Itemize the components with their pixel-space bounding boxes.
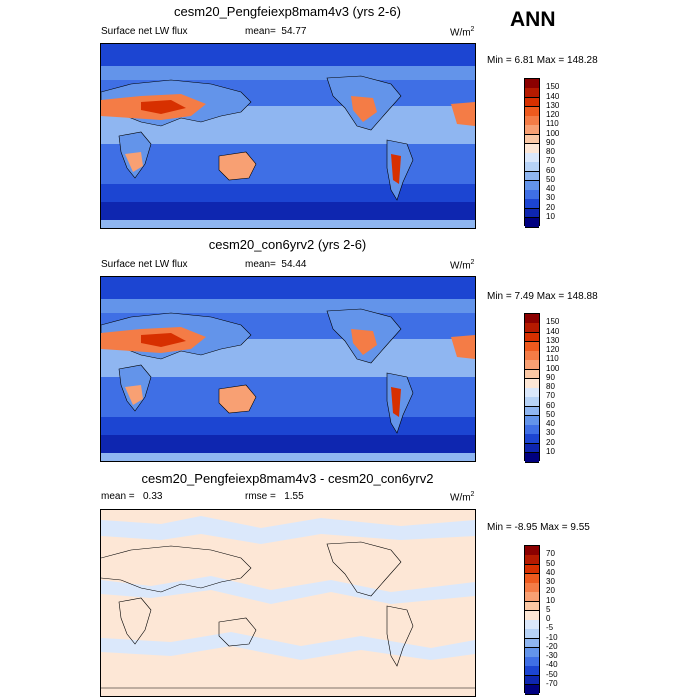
colorbar-level-label: 150 <box>546 317 560 327</box>
panel-3-min-max: Min = -8.95 Max = 9.55 <box>487 522 590 533</box>
colorbar-level-label: 70 <box>546 156 555 166</box>
panel-3-rmse: rmse = 1.55 <box>245 491 304 502</box>
panel-1-units: W/m2 <box>450 26 474 38</box>
panel-3-colorbar: 70 50 40 30 20 10 5 0 -5 -10 -20 -30 -40 -50 -70 <box>524 545 584 695</box>
panel-2-mean: mean= 54.44 <box>245 259 306 270</box>
colorbar-level-label: 0 <box>546 614 551 623</box>
colorbar-level-label: 90 <box>546 137 555 147</box>
panel-1-map <box>100 43 476 229</box>
panel-2-mean-label: mean= <box>245 259 276 270</box>
panel-2-field-label: Surface net LW flux <box>101 259 188 270</box>
panel-2-mean-value: 54.44 <box>281 259 307 270</box>
colorbar-level-label: 40 <box>546 184 555 193</box>
colorbar-level-label: 20 <box>546 202 555 212</box>
panel-2-units-base: W/m <box>450 260 471 272</box>
colorbar-level-label: 130 <box>546 100 560 110</box>
colorbar-segment <box>525 217 539 228</box>
panel-1-title: cesm20_Pengfeiexp8mam4v3 (yrs 2-6) <box>174 4 401 19</box>
colorbar-level-label: -50 <box>546 669 558 679</box>
colorbar-level-label: 70 <box>546 391 555 401</box>
colorbar-level-label: 20 <box>546 437 555 447</box>
panel-1-units-base: W/m <box>450 27 471 39</box>
colorbar-level-label: 30 <box>546 428 555 438</box>
colorbar-level-label: 120 <box>546 110 560 119</box>
colorbar-level-label: 40 <box>546 567 555 577</box>
colorbar-segment <box>525 452 539 463</box>
panel-3-map <box>100 509 476 697</box>
colorbar-level-label: 50 <box>546 174 555 184</box>
panel-3-mean-label: mean = <box>101 491 135 502</box>
colorbar-level-label: 10 <box>546 595 555 605</box>
colorbar-level-label: -30 <box>546 651 558 660</box>
colorbar-level-label: 150 <box>546 82 560 92</box>
panel-2-colorbar-ramp <box>524 313 540 463</box>
panel-2-units: W/m2 <box>450 259 474 271</box>
colorbar-level-label: 10 <box>546 211 555 221</box>
panel-3-title: cesm20_Pengfeiexp8mam4v3 - cesm20_con6yr… <box>141 471 434 486</box>
panel-1-units-exp: 2 <box>470 26 475 33</box>
colorbar-level-label: 30 <box>546 193 555 203</box>
panel-3-units-exp: 2 <box>470 491 475 498</box>
colorbar-level-label: 110 <box>546 119 559 129</box>
colorbar-level-label: 30 <box>546 577 555 586</box>
panel-3-mean: mean = 0.33 <box>101 491 162 502</box>
season-label: ANN <box>510 8 556 31</box>
colorbar-level-label: 80 <box>546 147 555 156</box>
panel-3-colorbar-ramp <box>524 545 540 695</box>
colorbar-level-label: 140 <box>546 326 560 336</box>
panel-1-field-label: Surface net LW flux <box>101 26 188 37</box>
panel-2-map <box>100 276 476 462</box>
panel-3-rmse-label: rmse = <box>245 491 276 502</box>
colorbar-level-label: 140 <box>546 91 560 101</box>
panel-2-units-exp: 2 <box>470 259 475 266</box>
colorbar-level-label: 100 <box>546 363 560 373</box>
panel-3-mean-value: 0.33 <box>142 491 163 502</box>
colorbar-level-label: -20 <box>546 641 558 651</box>
colorbar-level-label: 60 <box>546 400 555 410</box>
colorbar-level-label: -10 <box>546 632 558 642</box>
colorbar-level-label: -70 <box>546 678 558 688</box>
colorbar-level-label: 90 <box>546 372 555 382</box>
colorbar-level-label: 80 <box>546 382 555 391</box>
colorbar-level-label: 10 <box>546 446 555 456</box>
panel-1-mean-value: 54.77 <box>281 26 307 37</box>
panel-3-rmse-value: 1.55 <box>284 491 304 502</box>
colorbar-level-label: 110 <box>546 354 559 364</box>
panel-2-title: cesm20_con6yrv2 (yrs 2-6) <box>208 237 367 252</box>
panel-1-mean-label: mean= <box>245 26 276 37</box>
colorbar-level-label: 60 <box>546 165 555 175</box>
colorbar-level-label: 5 <box>546 604 551 614</box>
panel-1-colorbar: 150 140 130 120 110 100 90 80 70 60 50 40 30 20 10 <box>524 78 584 228</box>
colorbar-level-label: 50 <box>546 558 555 568</box>
colorbar-level-label: 40 <box>546 419 555 428</box>
colorbar-level-label: 100 <box>546 128 560 138</box>
colorbar-level-label: -5 <box>546 623 554 633</box>
colorbar-segment <box>525 684 539 695</box>
colorbar-level-label: 70 <box>546 549 555 559</box>
colorbar-level-label: 120 <box>546 345 560 354</box>
colorbar-level-label: -40 <box>546 660 558 670</box>
panel-3-units-base: W/m <box>450 492 471 504</box>
panel-1-colorbar-ramp <box>524 78 540 228</box>
colorbar-level-label: 130 <box>546 335 560 345</box>
colorbar-level-label: 20 <box>546 586 555 596</box>
panel-2-colorbar: 150 140 130 120 110 100 90 80 70 60 50 40 30 20 10 <box>524 313 584 463</box>
panel-1-mean: mean= 54.77 <box>245 26 306 37</box>
colorbar-level-label: 50 <box>546 409 555 419</box>
panel-2-min-max: Min = 7.49 Max = 148.88 <box>487 291 598 302</box>
panel-3-units: W/m2 <box>450 491 474 503</box>
panel-1-min-max: Min = 6.81 Max = 148.28 <box>487 55 598 66</box>
